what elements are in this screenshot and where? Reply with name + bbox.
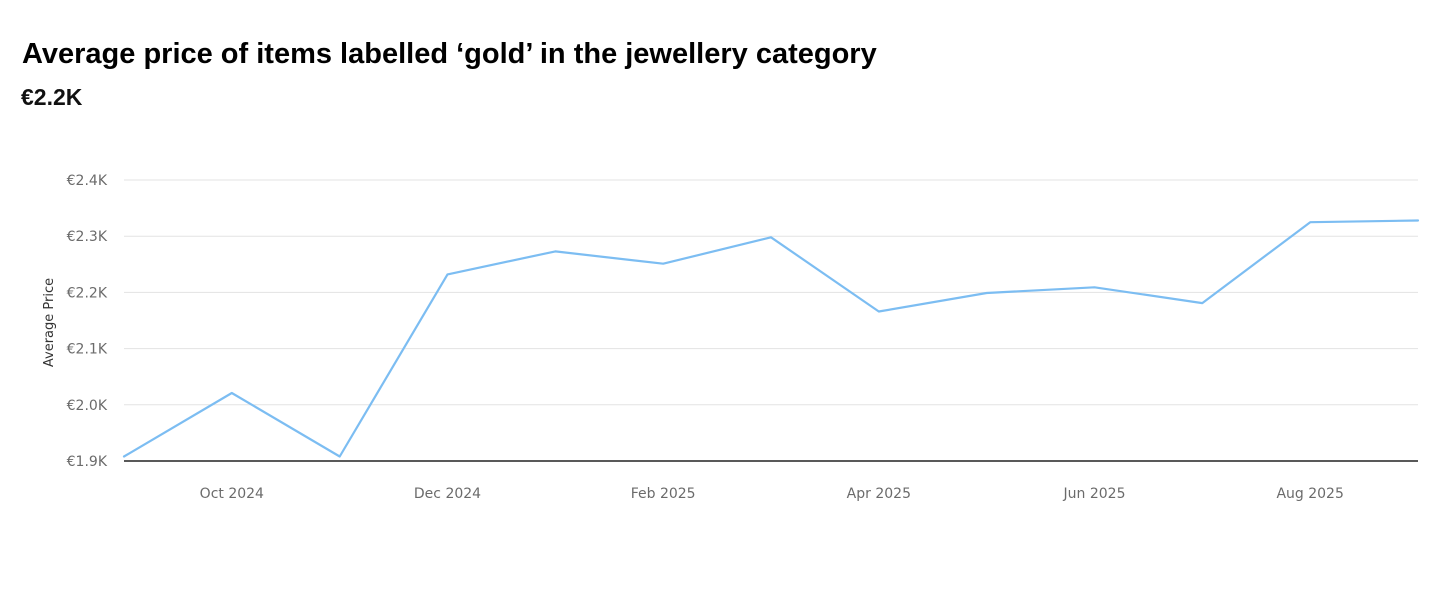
y-tick-label: €2.1K — [67, 342, 108, 358]
x-axis-tick-labels: Oct 2024 Dec 2024 Feb 2025 Apr 2025 Jun 2025… — [200, 486, 1344, 502]
x-tick-label: Apr 2025 — [847, 486, 911, 502]
data-point[interactable] — [118, 451, 130, 463]
x-tick-label: Jun 2025 — [1063, 486, 1126, 502]
data-point[interactable] — [549, 245, 561, 257]
data-point[interactable] — [981, 287, 993, 299]
x-tick-label: Oct 2024 — [200, 486, 264, 502]
y-axis-tick-labels: €1.9K €2.0K €2.1K €2.2K €2.3K €2.4K — [67, 173, 108, 470]
data-point[interactable] — [334, 451, 346, 463]
data-point[interactable] — [1304, 216, 1316, 228]
data-point[interactable] — [657, 258, 669, 270]
grid-lines — [124, 179, 1418, 462]
y-tick-label: €2.3K — [67, 229, 108, 245]
x-tick-label: Feb 2025 — [631, 486, 696, 502]
data-point[interactable] — [1412, 214, 1424, 226]
headline-value: €2.2K — [21, 84, 83, 110]
y-tick-label: €1.9K — [67, 454, 108, 470]
y-tick-label: €2.4K — [67, 173, 108, 189]
chart-title: Average price of items labelled ‘gold’ i… — [22, 38, 877, 70]
data-point[interactable] — [226, 387, 238, 399]
y-tick-label: €2.2K — [67, 285, 108, 301]
data-point[interactable] — [442, 268, 454, 280]
series-layer — [118, 214, 1424, 463]
x-tick-label: Dec 2024 — [414, 486, 481, 502]
y-tick-label: €2.0K — [67, 398, 108, 414]
y-axis-title: Average Price — [42, 278, 57, 367]
x-tick-label: Aug 2025 — [1276, 486, 1343, 502]
data-point[interactable] — [1089, 281, 1101, 293]
data-point[interactable] — [765, 231, 777, 243]
series-line — [122, 219, 1420, 458]
data-point[interactable] — [1196, 297, 1208, 309]
data-point[interactable] — [873, 306, 885, 318]
